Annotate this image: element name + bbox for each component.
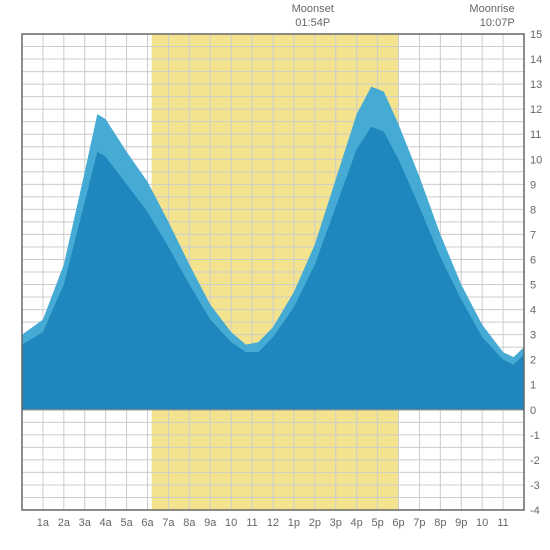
- y-tick-label: 0: [530, 405, 536, 417]
- y-tick-label: 3: [530, 330, 536, 342]
- moonset-title: Moonset: [283, 2, 343, 16]
- x-tick-label: 5a: [120, 517, 133, 529]
- y-tick-label: 2: [530, 355, 536, 367]
- moonrise-title: Moonrise: [455, 2, 515, 16]
- y-tick-label: 14: [530, 54, 542, 66]
- x-tick-label: 2p: [309, 517, 321, 529]
- x-tick-label: 4a: [100, 517, 113, 529]
- y-tick-label: -1: [530, 430, 540, 442]
- y-tick-label: 12: [530, 104, 542, 116]
- tide-chart: 1a2a3a4a5a6a7a8a9a1011121p2p3p4p5p6p7p8p…: [0, 0, 550, 550]
- x-tick-label: 6a: [141, 517, 154, 529]
- chart-svg: 1a2a3a4a5a6a7a8a9a1011121p2p3p4p5p6p7p8p…: [0, 0, 550, 550]
- y-tick-label: 11: [530, 129, 541, 141]
- y-tick-label: -3: [530, 480, 540, 492]
- x-tick-label: 10: [476, 517, 488, 529]
- x-tick-label: 7a: [162, 517, 175, 529]
- y-tick-label: 6: [530, 254, 536, 266]
- moonset-annotation: Moonset01:54P: [283, 2, 343, 31]
- x-tick-label: 1a: [37, 517, 50, 529]
- y-tick-label: 5: [530, 280, 536, 292]
- x-tick-label: 1p: [288, 517, 300, 529]
- y-tick-label: 9: [530, 179, 536, 191]
- x-tick-label: 3p: [330, 517, 342, 529]
- x-tick-label: 4p: [351, 517, 363, 529]
- x-tick-label: 9p: [455, 517, 467, 529]
- y-tick-label: -2: [530, 455, 540, 467]
- x-tick-label: 6p: [392, 517, 404, 529]
- x-tick-label: 8a: [183, 517, 196, 529]
- x-tick-label: 11: [246, 517, 257, 529]
- y-tick-label: 8: [530, 204, 536, 216]
- y-tick-label: 7: [530, 229, 536, 241]
- x-tick-label: 2a: [58, 517, 71, 529]
- x-tick-label: 5p: [371, 517, 383, 529]
- x-tick-label: 9a: [204, 517, 217, 529]
- moonrise-time: 10:07P: [455, 16, 515, 30]
- y-tick-label: -4: [530, 505, 540, 517]
- x-tick-label: 10: [225, 517, 237, 529]
- y-tick-label: 15: [530, 29, 542, 41]
- y-tick-label: 1: [530, 380, 536, 392]
- x-tick-label: 3a: [79, 517, 92, 529]
- y-tick-label: 13: [530, 79, 542, 91]
- y-tick-label: 4: [530, 305, 536, 317]
- moonset-time: 01:54P: [283, 16, 343, 30]
- x-tick-label: 12: [267, 517, 279, 529]
- moonrise-annotation: Moonrise10:07P: [455, 2, 515, 31]
- x-tick-label: 11: [497, 517, 508, 529]
- x-tick-label: 8p: [434, 517, 446, 529]
- x-tick-label: 7p: [413, 517, 425, 529]
- y-tick-label: 10: [530, 154, 542, 166]
